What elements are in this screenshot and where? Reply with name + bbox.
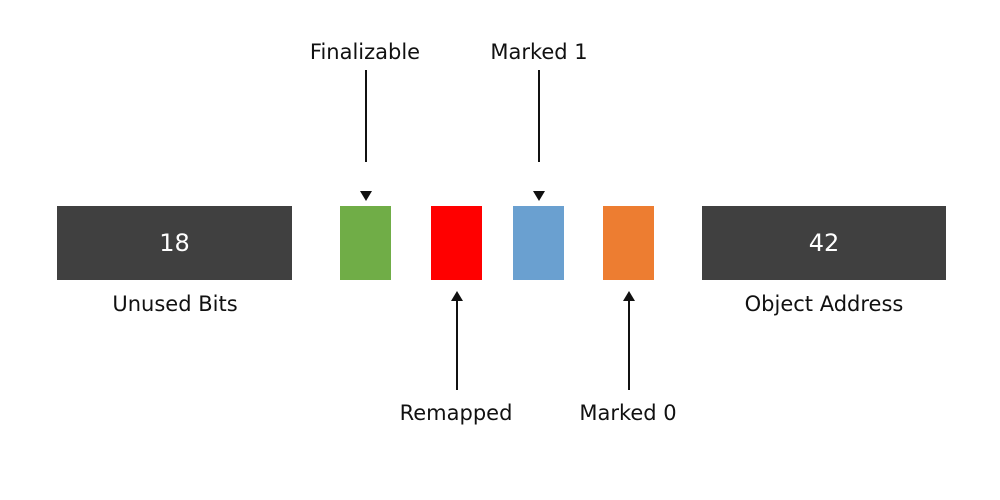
- marked1-arrow-icon: [533, 191, 545, 201]
- marked0-bit-block: [603, 206, 654, 280]
- unused-bits-block: 18: [57, 206, 292, 280]
- marked1-label: Marked 1: [490, 40, 588, 64]
- finalizable-arrow-icon: [360, 191, 372, 201]
- object-address-label: Object Address: [744, 292, 904, 316]
- unused-bits-label: Unused Bits: [112, 292, 238, 316]
- marked0-label: Marked 0: [579, 401, 677, 425]
- marked0-arrow-icon: [623, 291, 635, 301]
- remapped-connector-line: [456, 300, 458, 390]
- marked0-connector-line: [628, 300, 630, 390]
- remapped-bit-block: [431, 206, 482, 280]
- finalizable-bit-block: [340, 206, 391, 280]
- object-address-block: 42: [702, 206, 946, 280]
- remapped-label: Remapped: [399, 401, 513, 425]
- remapped-arrow-icon: [451, 291, 463, 301]
- finalizable-connector-line: [365, 70, 367, 162]
- marked1-connector-line: [538, 70, 540, 162]
- marked1-bit-block: [513, 206, 564, 280]
- finalizable-label: Finalizable: [309, 40, 421, 64]
